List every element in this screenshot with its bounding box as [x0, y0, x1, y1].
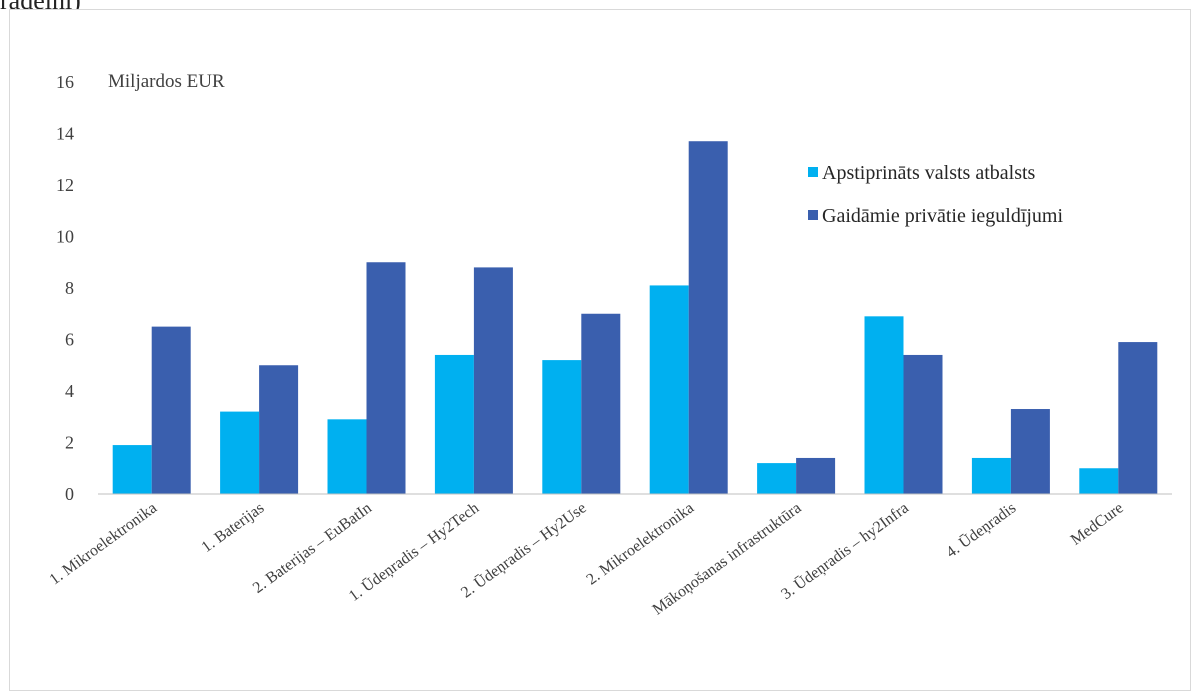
- y-tick-label: 0: [65, 484, 74, 504]
- x-tick-label: 1. Baterijas: [199, 499, 268, 556]
- x-tick-label: 1. Mikroelektronika: [47, 499, 161, 588]
- bar-approved-1: [220, 411, 260, 494]
- bar-approved-4: [542, 360, 582, 494]
- x-tick-label: 2. Baterijas – EuBatIn: [250, 499, 375, 596]
- bar-private-5: [688, 141, 728, 494]
- bar-private-6: [796, 457, 836, 494]
- x-tick-label: 2. Mikroelektronika: [584, 499, 698, 588]
- bar-private-1: [259, 365, 299, 494]
- bar-approved-2: [327, 419, 367, 494]
- y-tick-label: 2: [65, 433, 74, 453]
- x-tick-label: 4. Ūdeņradis: [943, 499, 1019, 561]
- bar-chart: 0 2 4 6 8 10 12 14 16 Miljardos EUR 1. Mikroelek…: [47, 71, 1172, 618]
- bar-approved-8: [971, 457, 1011, 494]
- y-tick-label: 16: [56, 72, 74, 92]
- legend-swatch-approved: [808, 167, 818, 177]
- y-tick-label: 10: [56, 227, 74, 247]
- bar-approved-6: [757, 463, 797, 494]
- x-tick-label: MedCure: [1068, 499, 1127, 548]
- bar-approved-3: [434, 354, 474, 494]
- bar-approved-5: [649, 285, 689, 494]
- legend-label-approved: Apstiprināts valsts atbalsts: [822, 162, 1036, 184]
- bar-approved-0: [112, 445, 152, 494]
- bar-approved-9: [1079, 468, 1119, 494]
- bar-private-7: [903, 354, 943, 494]
- y-tick-label: 4: [65, 381, 74, 401]
- legend-label-private: Gaidāmie privātie ieguldījumi: [822, 205, 1063, 227]
- bar-private-3: [473, 267, 513, 494]
- bar-private-9: [1118, 342, 1158, 494]
- y-axis: 0 2 4 6 8 10 12 14 16: [56, 72, 74, 504]
- legend-swatch-private: [808, 210, 818, 220]
- y-unit-label: Miljardos EUR: [108, 71, 225, 92]
- y-tick-label: 8: [65, 278, 74, 298]
- bar-private-8: [1010, 409, 1050, 494]
- y-tick-label: 6: [65, 330, 74, 350]
- bar-private-2: [366, 262, 406, 494]
- bar-private-0: [151, 326, 191, 494]
- y-tick-label: 12: [56, 175, 74, 195]
- y-tick-label: 14: [56, 124, 74, 144]
- bar-approved-7: [864, 316, 904, 494]
- bar-private-4: [581, 313, 621, 494]
- bars: [112, 141, 1158, 494]
- legend: Apstiprināts valsts atbalsts Gaidāmie pr…: [808, 162, 1063, 227]
